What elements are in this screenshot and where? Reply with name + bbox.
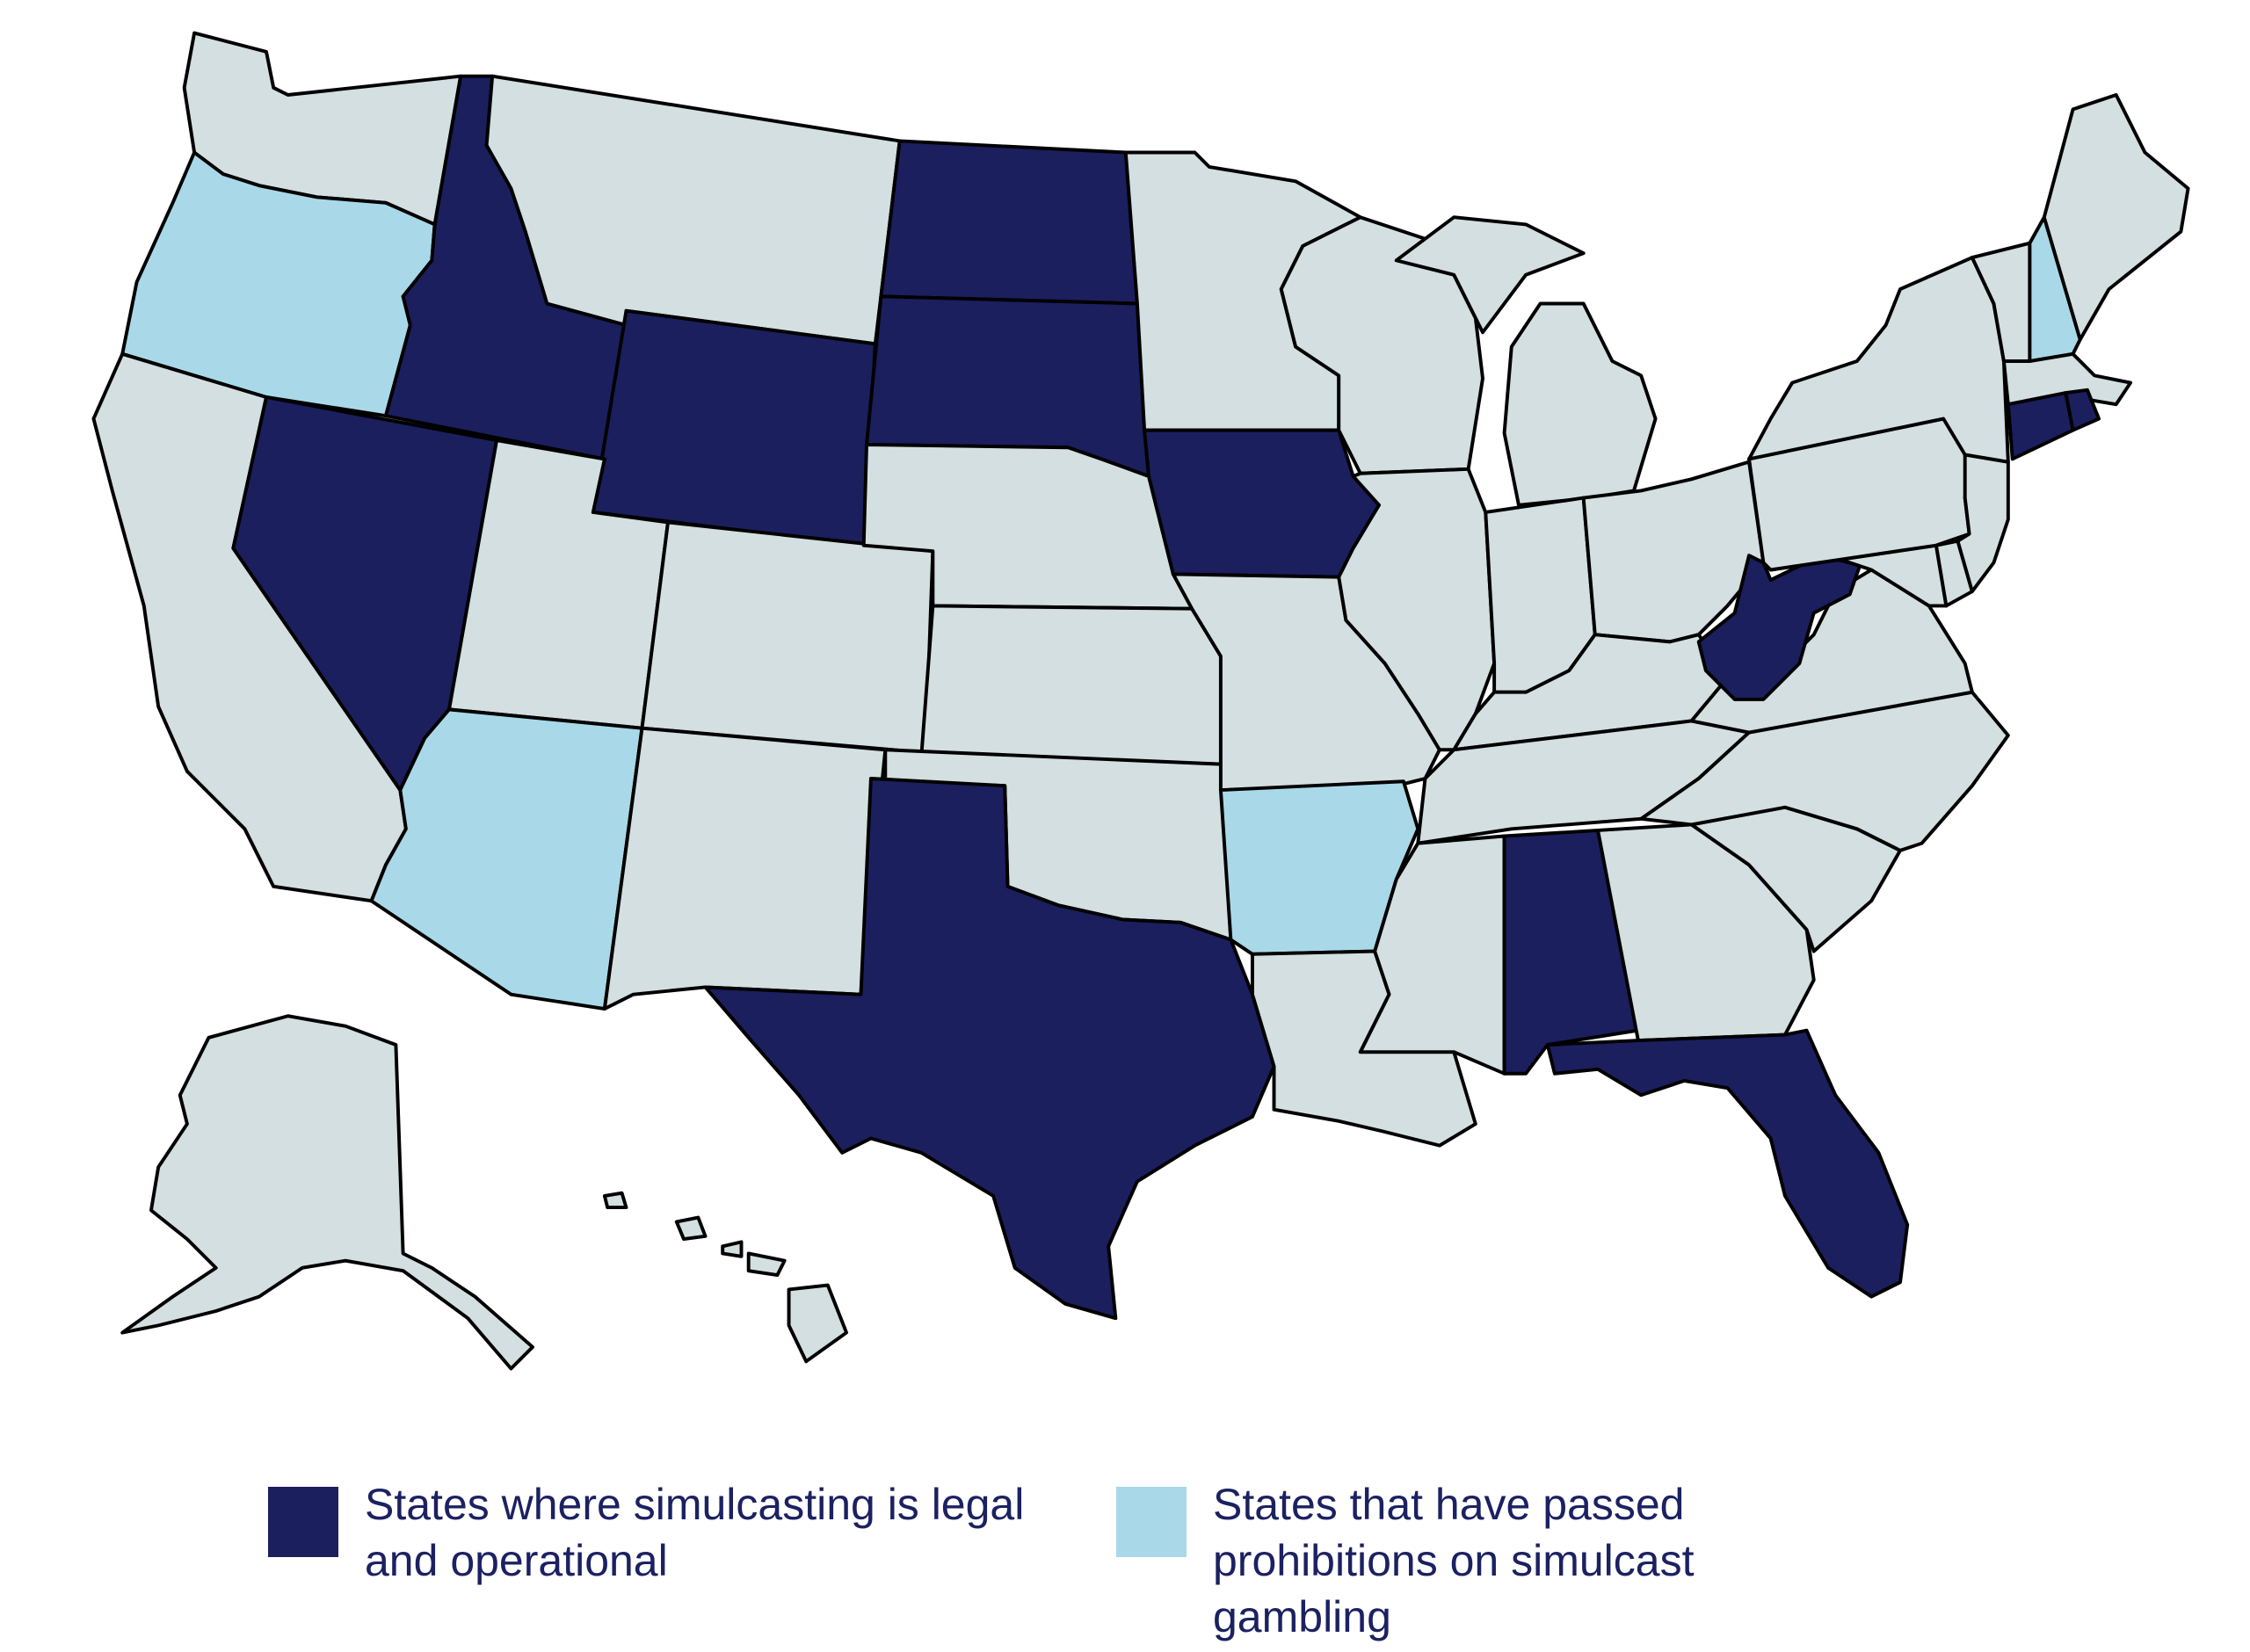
legend-swatch-legal — [268, 1487, 338, 1557]
state-nm[interactable] — [602, 726, 888, 1011]
state-ak[interactable] — [120, 1014, 534, 1371]
state-ky[interactable] — [1452, 633, 1730, 752]
state-nc[interactable] — [1639, 690, 2010, 852]
state-tx[interactable] — [703, 777, 1276, 1321]
state-co[interactable] — [640, 520, 935, 755]
state-ny[interactable] — [1747, 256, 2010, 464]
legend-label-prohibited: States that have passed prohibitions on … — [1213, 1480, 1695, 1641]
legend-item-prohibited: States that have passed prohibitions on … — [1116, 1476, 1881, 1645]
states-layer — [91, 31, 2190, 1371]
legend-swatch-prohibited — [1116, 1487, 1187, 1557]
state-wv[interactable] — [1696, 554, 1862, 701]
state-ks[interactable] — [919, 604, 1223, 766]
map-legend: States where simulcasting is legal and o… — [0, 1476, 2250, 1641]
state-ia[interactable] — [1143, 428, 1382, 579]
state-nh[interactable] — [2028, 215, 2082, 363]
state-fl[interactable] — [1545, 1028, 1910, 1299]
state-wy[interactable] — [591, 308, 877, 547]
state-me[interactable] — [2042, 93, 2190, 342]
legend-label-legal: States where simulcasting is legal and o… — [365, 1480, 1025, 1585]
legend-item-legal: States where simulcasting is legal and o… — [268, 1476, 1033, 1589]
state-ct[interactable] — [2006, 391, 2075, 461]
us-map — [91, 31, 2190, 1371]
state-nj[interactable] — [1956, 453, 2010, 594]
state-nd[interactable] — [879, 139, 1139, 306]
state-ri[interactable] — [2064, 388, 2101, 432]
state-mt[interactable] — [484, 74, 902, 346]
state-hi[interactable] — [602, 1191, 849, 1364]
